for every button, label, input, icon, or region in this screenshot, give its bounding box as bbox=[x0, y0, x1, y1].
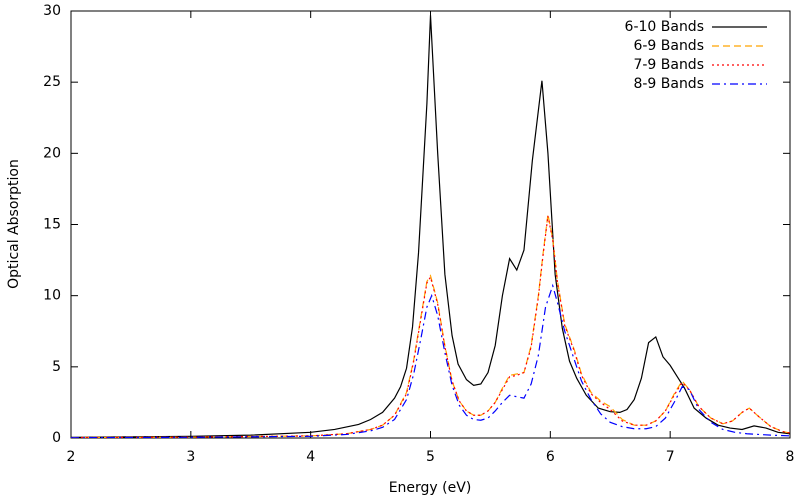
legend-label: 7-9 Bands bbox=[633, 57, 704, 73]
legend-label: 8-9 Bands bbox=[633, 76, 704, 92]
y-axis-label: Optical Absorption bbox=[6, 159, 22, 289]
y-tick-label: 10 bbox=[43, 288, 61, 304]
y-tick-label: 30 bbox=[43, 3, 61, 19]
series-line bbox=[71, 283, 790, 438]
series-line bbox=[71, 215, 790, 438]
y-tick-label: 5 bbox=[52, 359, 61, 375]
x-tick-label: 2 bbox=[67, 449, 76, 465]
legend-label: 6-10 Bands bbox=[625, 19, 704, 35]
legend-label: 6-9 Bands bbox=[633, 38, 704, 54]
x-tick-label: 7 bbox=[666, 449, 675, 465]
series-line bbox=[71, 15, 790, 438]
y-tick-label: 25 bbox=[43, 74, 61, 90]
x-tick-label: 4 bbox=[306, 449, 315, 465]
x-tick-label: 8 bbox=[786, 449, 795, 465]
x-tick-label: 3 bbox=[186, 449, 195, 465]
y-tick-label: 0 bbox=[52, 430, 61, 446]
y-tick-label: 15 bbox=[43, 217, 61, 233]
x-axis-label: Energy (eV) bbox=[389, 480, 472, 496]
series-line bbox=[71, 214, 790, 438]
x-tick-label: 5 bbox=[426, 449, 435, 465]
y-tick-label: 20 bbox=[43, 145, 61, 161]
x-tick-label: 6 bbox=[546, 449, 555, 465]
